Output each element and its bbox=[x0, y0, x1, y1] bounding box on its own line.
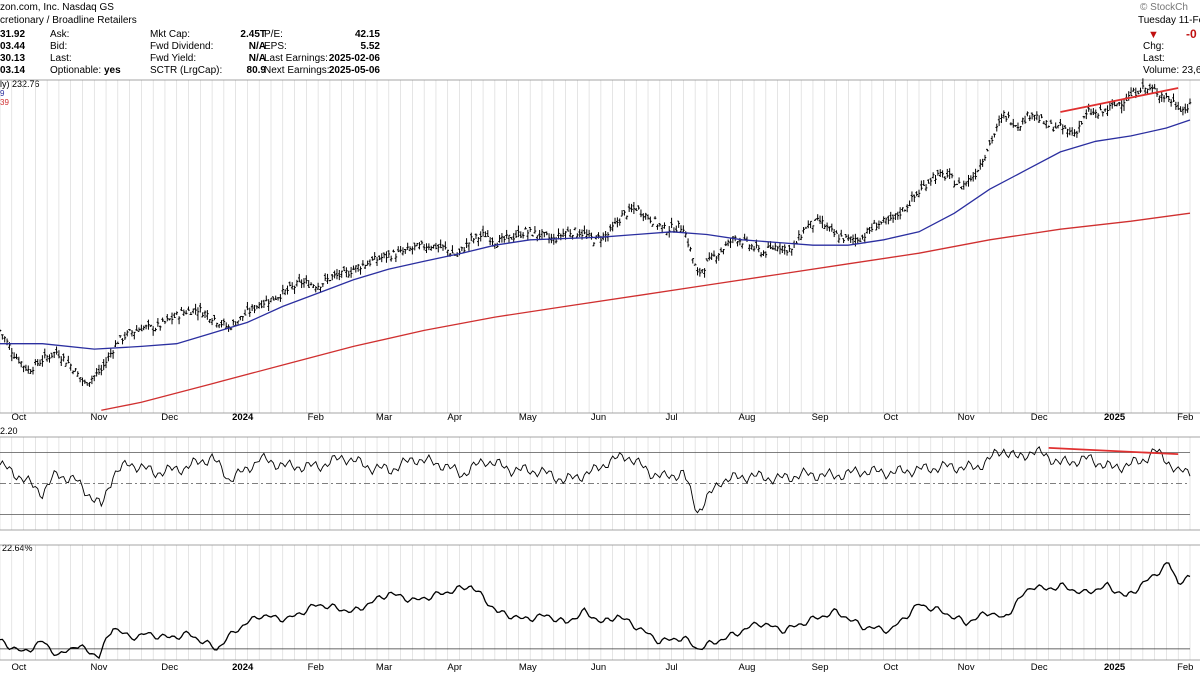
bid-label: Bid: bbox=[50, 41, 68, 52]
x-axis-label: Jul bbox=[666, 412, 678, 423]
x-axis-label: Oct bbox=[11, 662, 26, 673]
x-axis-label: Oct bbox=[883, 412, 898, 423]
x-axis-label: Oct bbox=[883, 662, 898, 673]
x-axis-label: Dec bbox=[161, 662, 178, 673]
source-watermark: © StockCh bbox=[1140, 2, 1188, 13]
optionable-label: Optionable: bbox=[50, 65, 102, 76]
date-label: Tuesday 11-Fe bbox=[1138, 15, 1200, 26]
right-last-label: Last: bbox=[1143, 53, 1165, 64]
rsi-trendline bbox=[1048, 447, 1179, 455]
x-axis-label: Nov bbox=[958, 662, 975, 673]
x-axis-label: Oct bbox=[11, 412, 26, 423]
x-axis-labels: Oct Nov Dec 2024 Feb Mar Apr May Jun Jul Aug Sep Oct… bbox=[11, 412, 1193, 673]
x-axis-label: Sep bbox=[812, 662, 829, 673]
x-axis-label: May bbox=[519, 662, 537, 673]
eps-label: EPS: bbox=[264, 41, 287, 52]
next-earnings-value: 2025-05-06 bbox=[328, 65, 380, 76]
x-axis-label: Mar bbox=[376, 662, 392, 673]
sctr-label: SCTR (LrgCap): bbox=[150, 65, 223, 76]
rsi-line bbox=[0, 445, 1191, 514]
next-earnings-label: Next Earnings: bbox=[264, 65, 330, 76]
x-axis-label: Feb bbox=[308, 662, 324, 673]
fwd-yield-value: N/A bbox=[248, 53, 266, 64]
last-label: Last: bbox=[50, 53, 72, 64]
x-axis-label: Nov bbox=[958, 412, 975, 423]
sctr-value: 80.9 bbox=[246, 65, 266, 76]
last-earnings-label: Last Earnings: bbox=[264, 53, 328, 64]
eps-value: 5.52 bbox=[360, 41, 380, 52]
row-value-2: 03.44 bbox=[0, 41, 26, 52]
ma200-legend: 39 bbox=[0, 98, 9, 107]
x-axis-label: Sep bbox=[812, 412, 829, 423]
optionable-value: yes bbox=[104, 65, 121, 76]
x-axis-label: Jun bbox=[591, 412, 606, 423]
company-name: zon.com, Inc. Nasdaq GS bbox=[0, 2, 114, 13]
x-axis-label: Dec bbox=[1031, 412, 1048, 423]
change-value: -0 bbox=[1186, 27, 1197, 41]
x-axis-label: Apr bbox=[447, 662, 462, 673]
fwd-dividend-label: Fwd Dividend: bbox=[150, 41, 214, 52]
x-axis-label: Jul bbox=[666, 662, 678, 673]
ma50-line bbox=[0, 119, 1191, 350]
row-value-3: 30.13 bbox=[0, 53, 26, 64]
quote-header: zon.com, Inc. Nasdaq GS cretionary / Bro… bbox=[0, 0, 1200, 553]
price-trendline bbox=[1060, 87, 1179, 113]
x-axis-label: Apr bbox=[447, 412, 462, 423]
price-legend: ly) 232.76 bbox=[0, 79, 40, 89]
x-axis-label: May bbox=[519, 412, 537, 423]
x-axis-label: Mar bbox=[376, 412, 392, 423]
volume-label: Volume: 23,6 bbox=[1143, 65, 1200, 76]
x-axis-label: Dec bbox=[161, 412, 178, 423]
pe-label: P/E: bbox=[264, 29, 283, 40]
ask-label: Ask: bbox=[50, 29, 70, 40]
x-axis-label: Jun bbox=[591, 662, 606, 673]
x-axis-label: 2025 bbox=[1104, 662, 1126, 673]
chart-marks bbox=[0, 78, 1192, 660]
mkt-cap-label: Mkt Cap: bbox=[150, 29, 191, 40]
x-axis-label: Feb bbox=[1177, 662, 1193, 673]
x-axis-label: Aug bbox=[739, 662, 756, 673]
x-axis-label: 2024 bbox=[232, 412, 254, 423]
row-value-1: 31.92 bbox=[0, 29, 26, 40]
x-axis-label: Nov bbox=[91, 662, 108, 673]
row-value-4: 03.14 bbox=[0, 65, 26, 76]
ma50-legend: 9 bbox=[0, 89, 5, 98]
chg-label: Chg: bbox=[1143, 41, 1165, 52]
pe-value: 42.15 bbox=[354, 29, 380, 40]
x-axis-label: 2024 bbox=[232, 662, 254, 673]
panel3-line bbox=[0, 562, 1191, 660]
x-axis-label: Feb bbox=[308, 412, 324, 423]
x-axis-label: Aug bbox=[739, 412, 756, 423]
down-arrow-icon: ▼ bbox=[1148, 29, 1159, 41]
fwd-dividend-value: N/A bbox=[248, 41, 266, 52]
grid-lines bbox=[0, 80, 1191, 660]
ma200-line bbox=[101, 212, 1191, 411]
x-axis-label: 2025 bbox=[1104, 412, 1126, 423]
panel3-legend: 22.64% bbox=[2, 543, 33, 553]
rsi-legend: 2.20 bbox=[0, 426, 18, 436]
panel-frames bbox=[0, 79, 1200, 661]
mkt-cap-value: 2.45T bbox=[240, 29, 266, 40]
last-earnings-value: 2025-02-06 bbox=[328, 53, 380, 64]
sector-label: cretionary / Broadline Retailers bbox=[0, 15, 137, 26]
fwd-yield-label: Fwd Yield: bbox=[150, 53, 197, 64]
x-axis-label: Dec bbox=[1031, 662, 1048, 673]
x-axis-label: Feb bbox=[1177, 412, 1193, 423]
x-axis-label: Nov bbox=[91, 412, 108, 423]
